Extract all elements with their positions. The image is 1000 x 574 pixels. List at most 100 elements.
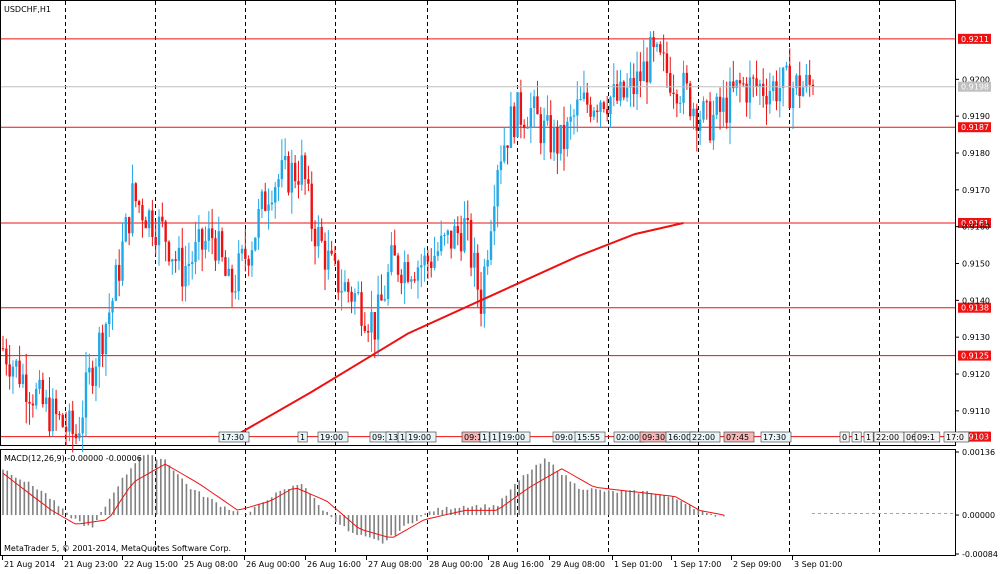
candle-body [639, 71, 642, 82]
candlestick-series [1, 30, 815, 453]
candle-body [572, 115, 576, 117]
event-marker-label: 13 [388, 433, 398, 442]
candle-body [453, 226, 456, 249]
candle-body [11, 366, 15, 377]
level-label-bg [958, 431, 991, 442]
candle-body [416, 267, 420, 281]
candle-body [473, 252, 476, 268]
candle-body [493, 206, 496, 232]
event-marker-label: 16 [400, 433, 410, 442]
event-marker-label: 22:00 [876, 433, 899, 442]
candle-body [167, 241, 171, 262]
candle-body [599, 102, 602, 112]
event-marker-label: 19:00 [320, 433, 343, 442]
price-axis: 0.9200 0.9190 0.9180 0.9170 0.9160 0.9150 0.91… [955, 75, 991, 416]
candle-body [722, 97, 725, 112]
candle-body [277, 179, 280, 188]
candle-body [446, 230, 450, 235]
candle-body [124, 217, 128, 242]
time-tick-label: 25 Aug 08:00 [184, 560, 238, 569]
candle-body [635, 71, 639, 95]
candle-body [293, 162, 297, 182]
candle-body [479, 289, 483, 314]
time-tick-label: 29 Aug 08:00 [551, 560, 605, 569]
candle-body [433, 255, 436, 268]
candle-body [642, 61, 645, 82]
time-tick-label: 1 Sep 01:00 [614, 560, 662, 569]
candle-body [270, 202, 274, 205]
candle-body [111, 300, 114, 313]
candle-body [353, 293, 357, 302]
candle-body [649, 37, 652, 83]
candle-body [174, 259, 177, 261]
level-label: 0.9161 [961, 219, 989, 228]
candle-body [287, 156, 290, 193]
candle-body [612, 84, 616, 98]
candle-body [619, 81, 622, 101]
candle-body [267, 204, 270, 211]
event-marker [297, 431, 308, 443]
candle-body [738, 80, 742, 84]
candle-body [383, 299, 386, 301]
level-label: 0.9125 [961, 352, 989, 361]
event-marker-label: 09:1 [464, 433, 482, 442]
candle-body [539, 114, 542, 144]
candle-body [483, 266, 486, 314]
candle-body [745, 83, 748, 103]
candle-body [257, 209, 260, 238]
event-marker-label: 09:0 [555, 433, 573, 442]
candle-body [549, 115, 552, 153]
price-tick-label: 0.9150 [962, 260, 990, 269]
candle-body [459, 233, 463, 252]
candle-body [410, 279, 413, 282]
level-label: 0.9103 [961, 433, 989, 442]
candle-body [240, 248, 244, 254]
price-tick-label: 0.9110 [962, 407, 990, 416]
event-marker [479, 431, 490, 443]
candle-body [114, 264, 118, 301]
candle-body [25, 374, 28, 402]
candle-body [705, 101, 708, 103]
candle-body [712, 114, 715, 141]
candle-body [423, 255, 426, 266]
candle-body [144, 220, 147, 229]
horizontal-levels[interactable]: 0.9211 0.9187 0.9161 0.9138 0.9125 0.9103 [1, 33, 991, 442]
candle-body [74, 433, 78, 439]
candle-body [665, 53, 669, 74]
event-marker [317, 431, 349, 443]
macd-tick-label: -0.00084 [962, 550, 998, 559]
candle-body [290, 162, 294, 193]
event-marker [943, 431, 970, 443]
candle-body [171, 259, 174, 262]
candle-body [805, 74, 808, 88]
event-marker [405, 431, 437, 443]
event-marker [723, 431, 755, 443]
candle-body [71, 410, 74, 434]
candle-body [327, 250, 330, 270]
event-marker-label: 15:55 [577, 433, 600, 442]
candle-body [317, 226, 320, 247]
level-label-bg [958, 122, 991, 133]
candle-body [529, 108, 533, 128]
candle-body [732, 81, 735, 89]
candle-body [552, 127, 556, 153]
price-tick-label: 0.9170 [962, 186, 990, 195]
candle-body [791, 88, 795, 109]
price-tick-label: 0.9180 [962, 149, 990, 158]
time-tick-label: 26 Aug 16:00 [307, 560, 361, 569]
time-tick-label: 27 Aug 08:00 [368, 560, 422, 569]
candle-body [426, 255, 430, 262]
candle-body [5, 348, 8, 365]
price-tick-label: 0.9120 [962, 370, 990, 379]
candle-body [652, 37, 655, 48]
candle-body [217, 231, 220, 261]
candle-body [104, 324, 108, 355]
candle-body [373, 312, 377, 340]
event-marker-label: 1 [482, 433, 487, 442]
macd-axis: 0.00136 0.00000 -0.00084 [955, 448, 998, 559]
candle-body [61, 414, 64, 427]
candle-body [702, 101, 705, 120]
candle-body [310, 183, 313, 229]
